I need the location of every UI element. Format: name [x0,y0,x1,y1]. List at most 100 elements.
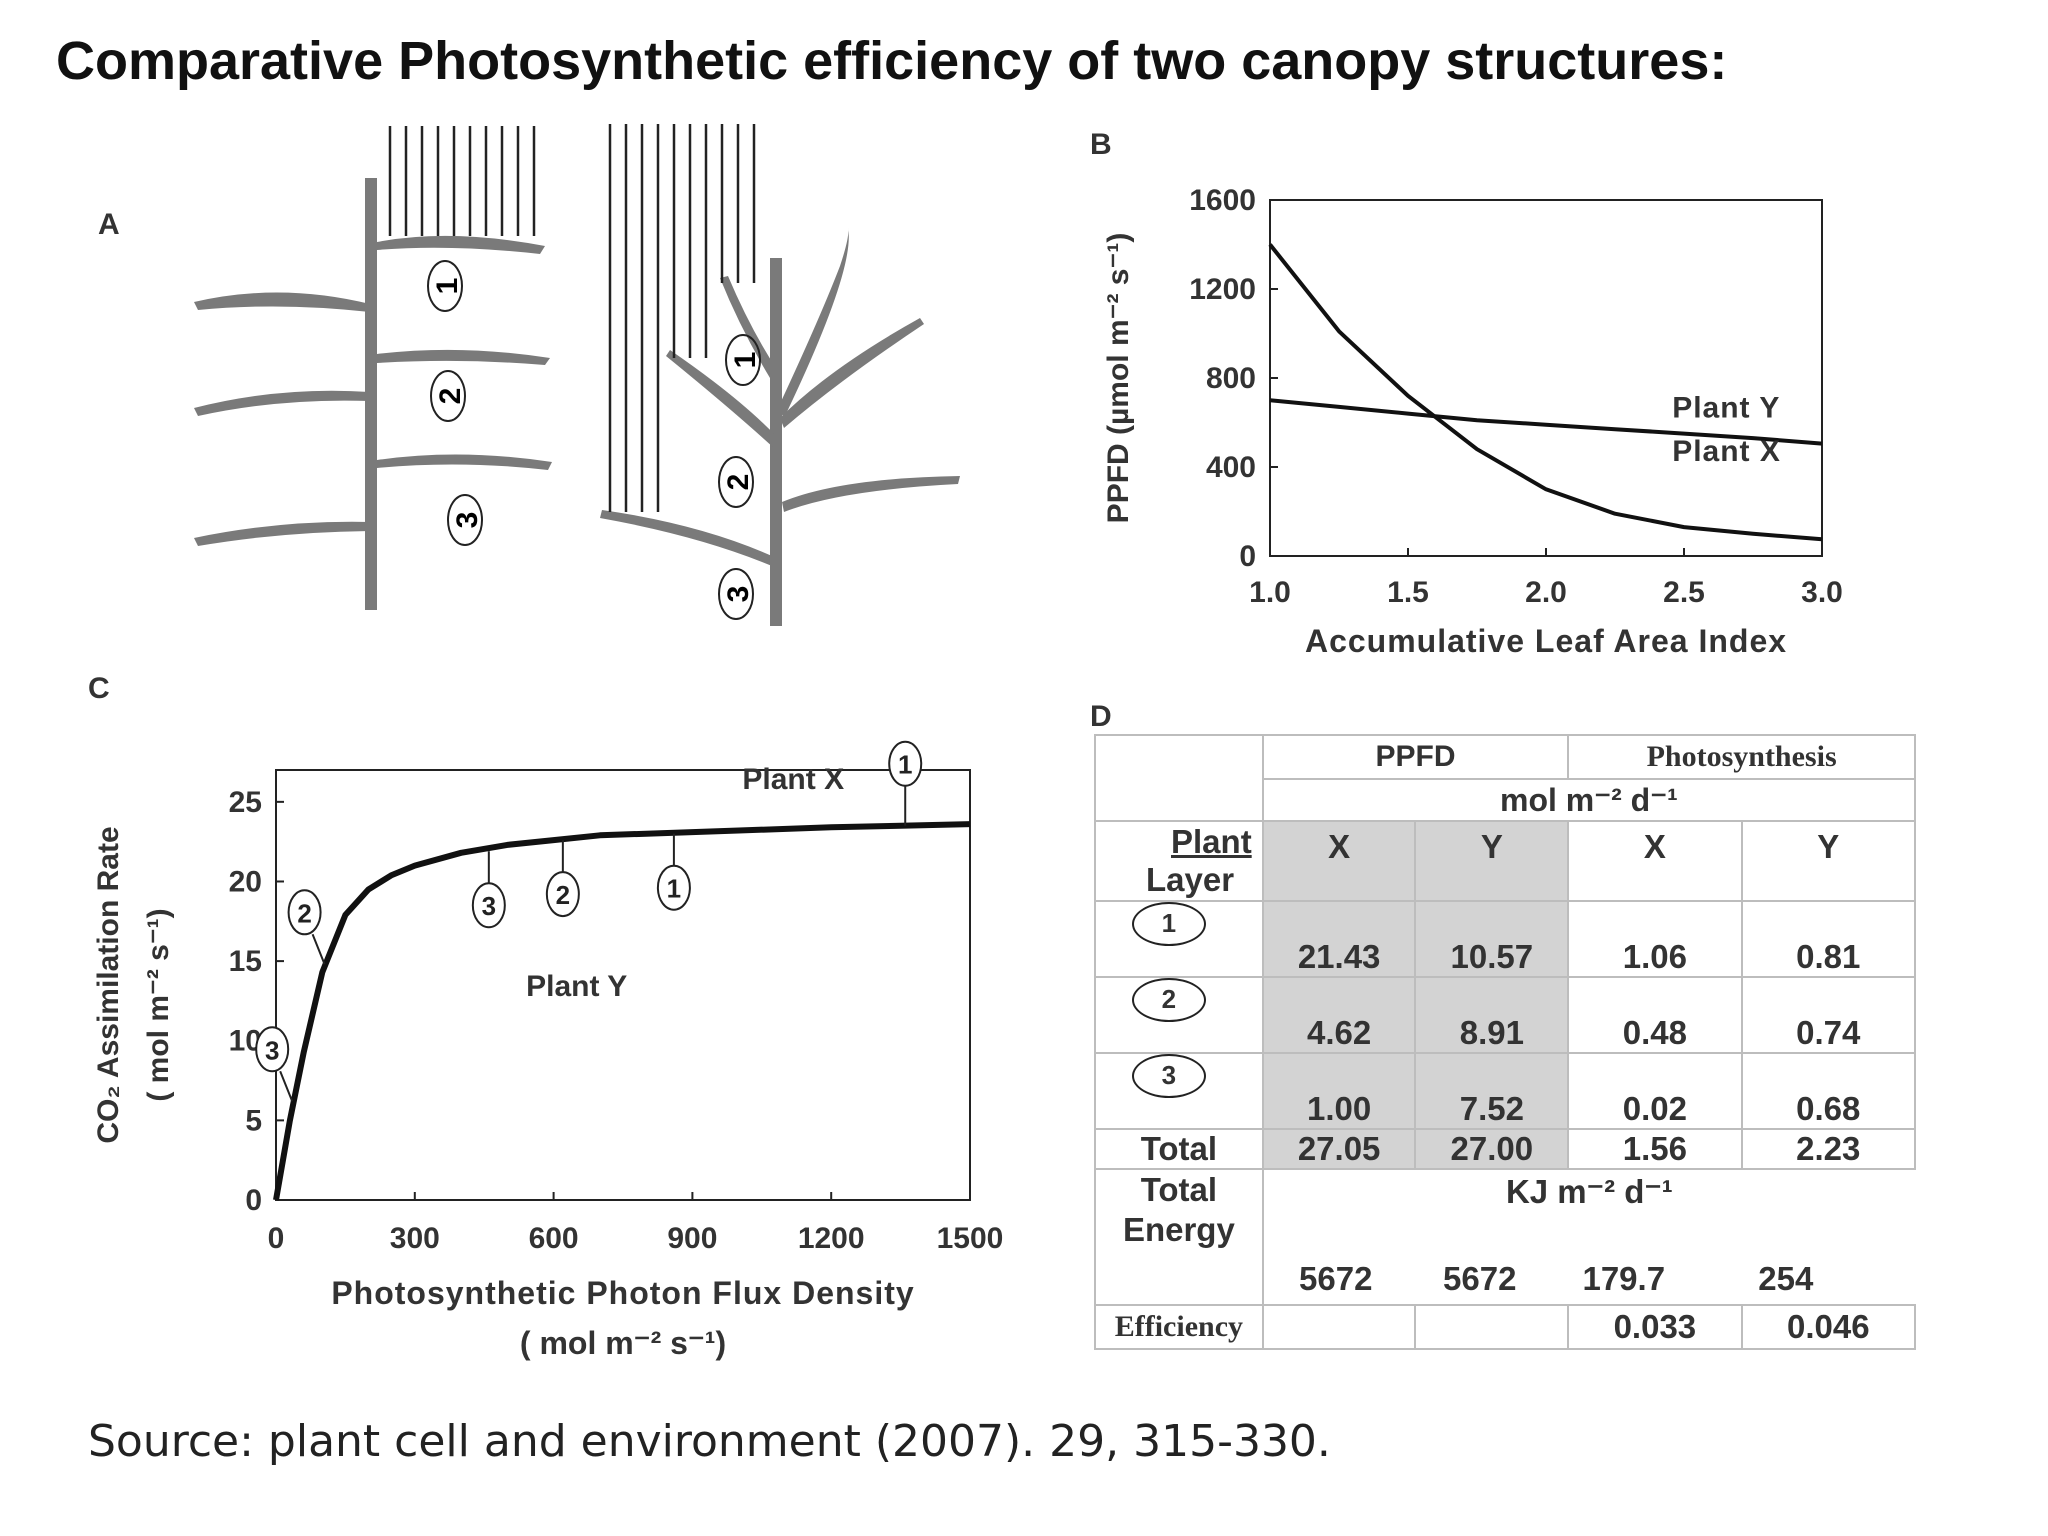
marker-label: 2 [297,898,311,928]
layer-x-1-label: 1 [431,278,464,295]
marker-badge [656,864,691,911]
panel-b-label: B [1090,128,1112,161]
panel-c-label: C [88,672,110,705]
plant-layer-header: Plant Layer [1094,820,1264,902]
series-line-0 [1269,398,1823,446]
stem-x [365,178,377,610]
x-axis-title: Photosynthetic Photon Flux Density [331,1275,914,1311]
marker-badge [471,882,506,929]
leaf-y-r2 [782,476,960,512]
cell-ppfd-y-3: 7.52 [1414,1052,1570,1130]
marker-3: 3 [471,851,506,929]
marker-label: 1 [898,750,912,780]
series-label-1: Plant X [1672,435,1781,468]
efficiency-row: Efficiency 0.033 0.046 [1094,1304,1917,1350]
series-line-1 [1268,243,1823,542]
table-row: 2 4.62 8.91 0.48 0.74 [1094,976,1917,1054]
marker-1: 2 [287,889,326,965]
y-tick-label: 800 [1206,362,1256,395]
data-table: PPFD Photosynthesis mol m⁻² d⁻¹ Plant La… [1094,734,1918,1350]
plot-frame [275,769,971,1201]
cell-ppfd-x-3: 1.00 [1261,1052,1417,1130]
cell-ps-y-total: 2.23 [1740,1128,1917,1170]
plant-y-drawing: 1 2 3 [600,124,960,626]
layer-y-3-label: 3 [722,586,755,603]
y-tick-label: 5 [245,1104,262,1137]
cell-ppfd-y-1: 10.57 [1414,900,1570,978]
x-axis-title: Accumulative Leaf Area Index [1305,623,1787,659]
leaf-y-2 [666,350,778,448]
x-tick-label: 1.0 [1249,576,1291,609]
marker-arrow [311,933,326,965]
cell-ppfd-y-2: 8.91 [1414,976,1570,1054]
light-arrows-y [608,124,756,512]
ppfd-x-header: X [1261,820,1417,902]
leaf-x-l2 [194,390,370,416]
x-tick-label: 2.0 [1525,576,1567,609]
series-line-0 [273,821,971,1201]
y-tick-label: 1200 [1189,273,1256,306]
layer-3-badge: 3 [1131,1054,1206,1098]
x-tick-label: 1200 [798,1222,865,1255]
y-tick-label: 0 [245,1184,262,1217]
annotation-0: Plant X [742,763,844,796]
marker-0: 1 [888,740,923,826]
x-tick-label: 1500 [937,1222,1004,1255]
efficiency-x: 0.033 [1567,1304,1743,1350]
layer-2-badge: 2 [1131,978,1206,1022]
marker-label: 2 [556,880,570,910]
cell-ps-x-total: 1.56 [1567,1128,1743,1170]
x-tick-label: 1.5 [1387,576,1429,609]
cell-ps-y-2: 0.74 [1740,976,1917,1054]
energy-ps-x: 179.7 [1582,1260,1666,1297]
y-axis-title: PPFD (µmol m⁻² s⁻¹) [1102,233,1135,524]
marker-badge [287,889,322,936]
leaf-x-3 [377,454,552,470]
marker-badge [545,871,580,918]
energy-row: Total Energy KJ m⁻² d⁻¹ 5672 5672 179.7 … [1094,1168,1915,1306]
layer-y-2-label: 2 [722,474,755,491]
leaf-y-3 [600,510,772,566]
leaf-x-l1 [194,292,370,312]
marker-label: 3 [482,891,496,921]
cell-ps-x-2: 0.48 [1567,976,1743,1054]
x-tick-label: 300 [390,1222,440,1255]
table-corner [1094,734,1264,822]
plant-label: Plant [1171,823,1252,860]
y-tick-label: 20 [229,865,262,898]
y-tick-label: 1600 [1189,184,1256,217]
efficiency-empty-2 [1414,1304,1570,1350]
chart-c: 0 300 600 900 1200 15000510152025Photosynthet… [92,740,1004,1361]
marker-label: 1 [667,874,681,904]
plot-frame [1269,199,1823,557]
source-citation: Source: plant cell and environment (2007… [88,1416,1331,1467]
ps-x-header: X [1567,820,1743,902]
energy-label-1: Total [1140,1171,1218,1208]
marker-5: 1 [656,833,691,911]
marker-arrow [279,1070,294,1102]
total-label: Total [1094,1128,1264,1170]
cell-ps-x-3: 0.02 [1567,1052,1743,1130]
cell-ppfd-x-total: 27.05 [1261,1128,1417,1170]
marker-4: 2 [545,840,580,918]
energy-ppfd-x: 5672 [1299,1260,1373,1297]
table-row: Total 27.05 27.00 1.56 2.23 [1094,1128,1917,1170]
cell-ppfd-x-1: 21.43 [1261,900,1417,978]
cell-ppfd-x-2: 4.62 [1261,976,1417,1054]
leaf-y-r1 [780,318,924,428]
y-tick-label: 15 [229,945,262,978]
y-axis-title: CO₂ Assimilation Rate [92,826,125,1143]
energy-label-2: Energy [1122,1211,1235,1248]
table-row: 3 1.00 7.52 0.02 0.68 [1094,1052,1917,1130]
x-axis-units: ( mol m⁻² s⁻¹) [520,1325,726,1361]
layer-1-badge: 1 [1131,902,1206,946]
cell-ps-y-1: 0.81 [1740,900,1917,978]
cell-ps-x-1: 1.06 [1567,900,1743,978]
slide-title: Comparative Photosynthetic efficiency of… [56,31,1728,91]
efficiency-empty-1 [1261,1304,1417,1350]
photosynthesis-header: Photosynthesis [1567,734,1916,780]
layer-label: Layer [1146,861,1235,898]
layer-x-3-label: 3 [451,512,484,529]
leaf-x-2 [377,349,550,365]
ppfd-y-header: Y [1414,820,1570,902]
